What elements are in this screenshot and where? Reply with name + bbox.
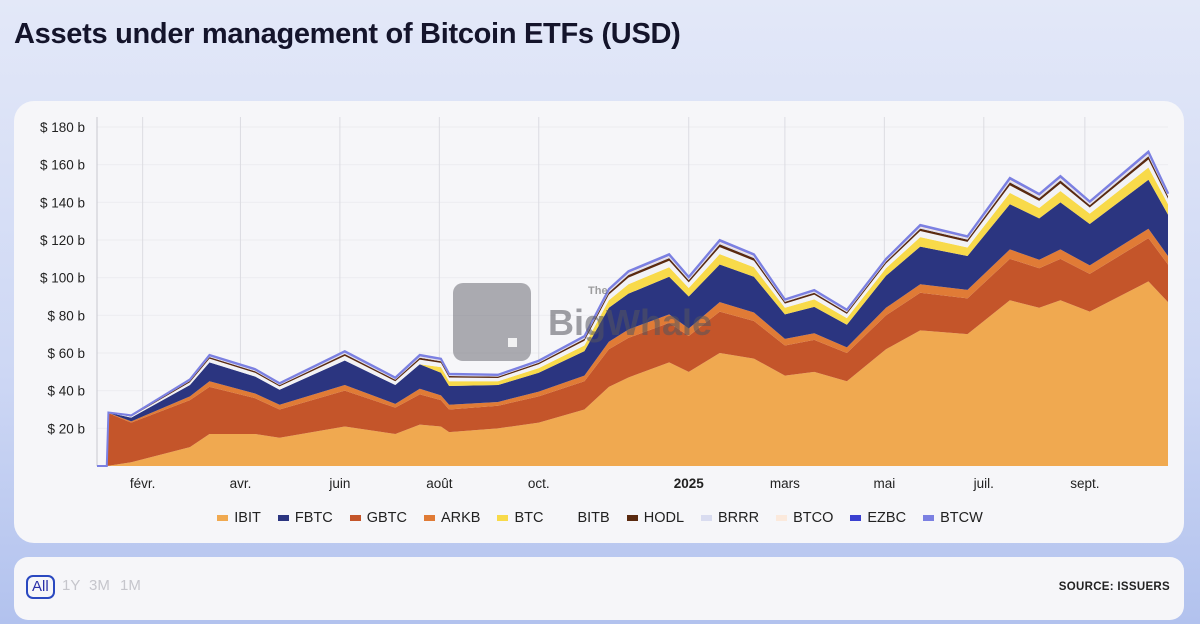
y-tick-label: $ 120 b bbox=[40, 233, 85, 248]
legend-item-hodl[interactable]: HODL bbox=[626, 510, 685, 526]
x-tick-label: avr. bbox=[230, 476, 252, 491]
x-tick-label: févr. bbox=[130, 476, 156, 491]
legend-swatch bbox=[277, 515, 289, 521]
area-gbtc bbox=[97, 238, 1168, 466]
y-tick-label: $ 80 b bbox=[47, 308, 85, 323]
legend-item-ezbc[interactable]: EZBC bbox=[850, 510, 906, 526]
footer-bar: All 1Y 3M 1M SOURCE: ISSUERS bbox=[14, 557, 1184, 620]
legend-item-btcw[interactable]: BTCW bbox=[923, 510, 983, 526]
stacked-area-chart: $ 20 b $ 40 b $ 60 b $ 80 b $ 100 b $ 120 b $ … bbox=[40, 117, 1169, 491]
legend-swatch bbox=[701, 515, 713, 521]
legend-item-ibit[interactable]: IBIT bbox=[217, 510, 261, 526]
legend-item-bitb[interactable]: BITB bbox=[560, 510, 609, 526]
range-all-button[interactable]: All bbox=[26, 575, 55, 599]
area-ibit bbox=[97, 281, 1168, 466]
area-fbtc bbox=[97, 179, 1168, 466]
y-tick-label: $ 100 b bbox=[40, 271, 85, 286]
y-tick-label: $ 60 b bbox=[47, 346, 85, 361]
legend-swatch bbox=[423, 515, 435, 521]
y-tick-label: $ 20 b bbox=[47, 421, 85, 436]
legend-swatch bbox=[349, 515, 361, 521]
legend-swatch bbox=[497, 515, 509, 521]
x-tick-label: mai bbox=[873, 476, 895, 491]
legend-item-arkb[interactable]: ARKB bbox=[423, 510, 481, 526]
chart-legend: IBIT FBTC GBTC ARKB BTC BITB HODL BRRR BTCO EZBC B… bbox=[0, 510, 1200, 526]
legend-swatch bbox=[850, 515, 862, 521]
legend-label: GBTC bbox=[366, 510, 407, 526]
x-tick-label: oct. bbox=[528, 476, 550, 491]
legend-swatch bbox=[923, 515, 935, 521]
source-label: SOURCE: ISSUERS bbox=[1058, 581, 1170, 593]
legend-swatch bbox=[626, 515, 638, 521]
area-btc bbox=[97, 167, 1168, 466]
legend-item-btc[interactable]: BTC bbox=[497, 510, 543, 526]
x-tick-label: 2025 bbox=[674, 476, 705, 491]
y-tick-label: $ 40 b bbox=[47, 384, 85, 399]
range-1y-button[interactable]: 1Y bbox=[62, 577, 81, 594]
y-tick-label: $ 180 b bbox=[40, 120, 85, 135]
legend-label: ARKB bbox=[440, 510, 481, 526]
area-btcw bbox=[97, 149, 1169, 467]
y-tick-label: $ 160 b bbox=[40, 158, 85, 173]
legend-item-brrr[interactable]: BRRR bbox=[701, 510, 759, 526]
legend-label: BTCW bbox=[940, 510, 983, 526]
x-tick-label: août bbox=[426, 476, 453, 491]
legend-swatch bbox=[217, 515, 229, 521]
x-tick-label: sept. bbox=[1070, 476, 1099, 491]
y-tick-label: $ 140 b bbox=[40, 195, 85, 210]
legend-label: BTCO bbox=[793, 510, 834, 526]
legend-label: BTC bbox=[514, 510, 544, 526]
legend-label: EZBC bbox=[867, 510, 907, 526]
legend-swatch bbox=[560, 515, 571, 521]
area-bitb bbox=[97, 159, 1168, 467]
x-tick-label: juil. bbox=[973, 476, 994, 491]
legend-label: IBIT bbox=[234, 510, 261, 526]
legend-item-fbtc[interactable]: FBTC bbox=[277, 510, 333, 526]
area-arkb bbox=[97, 228, 1168, 466]
legend-label: BRRR bbox=[718, 510, 760, 526]
x-tick-label: mars bbox=[770, 476, 800, 491]
x-tick-label: juin bbox=[328, 476, 350, 491]
legend-item-gbtc[interactable]: GBTC bbox=[349, 510, 407, 526]
legend-label: FBTC bbox=[294, 510, 333, 526]
range-1m-button[interactable]: 1M bbox=[120, 577, 141, 594]
legend-swatch bbox=[776, 515, 788, 521]
legend-label: HODL bbox=[643, 510, 685, 526]
page-title: Assets under management of Bitcoin ETFs … bbox=[14, 18, 681, 50]
legend-item-btco[interactable]: BTCO bbox=[776, 510, 833, 526]
legend-label: BITB bbox=[577, 510, 610, 526]
range-3m-button[interactable]: 3M bbox=[89, 577, 110, 594]
